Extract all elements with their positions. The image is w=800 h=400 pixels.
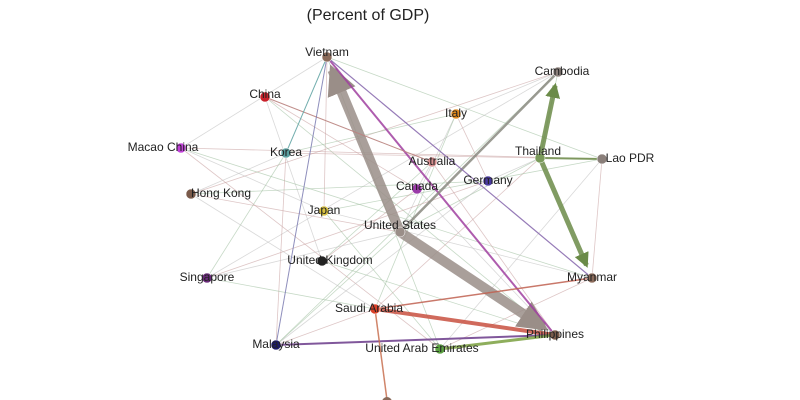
node <box>382 397 392 400</box>
edge <box>539 157 603 160</box>
node-label: Saudi Arabia <box>335 301 403 315</box>
node <box>185 188 197 200</box>
node <box>552 66 564 78</box>
node <box>411 183 423 195</box>
node <box>434 343 446 355</box>
node-label: United Kingdom <box>287 253 372 267</box>
edge <box>439 158 603 350</box>
edge <box>180 147 325 212</box>
node-label: Cambodia <box>535 64 590 78</box>
edge <box>374 157 541 310</box>
edge <box>399 113 457 233</box>
edge <box>537 82 561 159</box>
edge <box>487 157 541 182</box>
edge <box>374 307 556 337</box>
node <box>259 91 271 103</box>
node-label: Korea <box>270 145 302 159</box>
node <box>201 272 213 284</box>
edge <box>180 147 593 279</box>
edge <box>190 193 376 310</box>
edge <box>327 64 405 234</box>
edge <box>323 210 593 279</box>
node <box>280 147 292 159</box>
edge <box>180 147 441 350</box>
node-label: Singapore <box>180 270 235 284</box>
node-label: China <box>249 87 281 101</box>
node-label: Lao PDR <box>606 151 655 165</box>
edge <box>206 152 287 279</box>
edge <box>326 56 603 160</box>
edge <box>190 193 401 233</box>
node <box>270 339 282 351</box>
edge <box>285 56 328 154</box>
edge <box>275 152 287 346</box>
node <box>318 205 330 217</box>
edge <box>190 152 287 195</box>
edge <box>374 277 593 310</box>
edge <box>206 71 559 279</box>
edge <box>455 71 559 115</box>
node-label: Japan <box>308 203 341 217</box>
node <box>450 108 462 120</box>
node-label: United States <box>364 218 436 232</box>
node-label: Myanmar <box>567 270 617 284</box>
edge <box>275 56 328 346</box>
edge <box>275 180 489 346</box>
edge <box>275 334 556 346</box>
edge <box>264 96 323 262</box>
edge <box>591 158 603 279</box>
nodes: Vietnam Cambodia China Italy Macao China Kore… <box>128 45 655 400</box>
node-label: Canada <box>396 179 438 193</box>
subtitle: (Percent of GDP) <box>307 7 430 24</box>
edge <box>399 71 559 233</box>
edge <box>285 152 541 159</box>
edge <box>180 147 603 160</box>
edge <box>206 277 376 310</box>
edge <box>190 180 489 195</box>
edge <box>275 308 376 346</box>
edges <box>180 56 603 400</box>
node <box>482 175 494 187</box>
edge <box>180 56 328 149</box>
edge <box>326 56 593 279</box>
node <box>549 329 561 341</box>
edge <box>374 308 388 400</box>
edge <box>326 56 556 336</box>
edge <box>374 113 457 310</box>
node <box>316 255 328 267</box>
node-label: Macao China <box>128 140 199 154</box>
node <box>394 226 406 238</box>
node-label: Australia <box>409 154 456 168</box>
node-label: Thailand <box>515 144 561 158</box>
node <box>175 142 187 154</box>
node <box>596 153 608 165</box>
edge <box>206 231 401 279</box>
edge <box>285 113 457 154</box>
edge <box>264 96 418 190</box>
edge <box>397 227 549 332</box>
node <box>426 156 438 168</box>
node-label: Malaysia <box>252 337 300 351</box>
edge <box>323 158 603 212</box>
node <box>534 152 546 164</box>
node <box>321 51 333 63</box>
node-label: Italy <box>445 106 467 120</box>
edge <box>264 96 433 163</box>
edge <box>537 157 589 268</box>
edge <box>321 161 433 262</box>
node <box>586 272 598 284</box>
node-label: Germany <box>463 173 512 187</box>
edge <box>455 113 489 182</box>
node-label: United Arab Emirates <box>365 341 478 355</box>
edge <box>439 333 556 351</box>
node-label: Philippines <box>526 327 584 341</box>
edge <box>275 231 401 346</box>
node <box>369 303 381 315</box>
node-label: Vietnam <box>305 45 349 59</box>
edge <box>321 188 418 262</box>
node-label: Hong Kong <box>191 186 251 200</box>
edge <box>431 161 556 336</box>
